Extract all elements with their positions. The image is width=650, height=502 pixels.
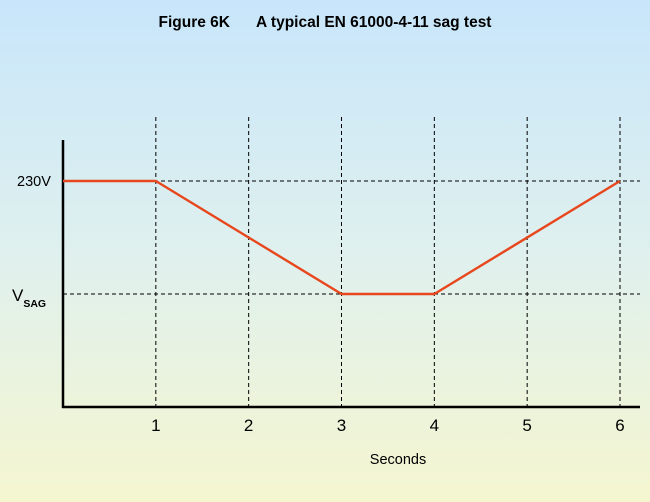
x-tick-label-1: 1 xyxy=(151,416,160,435)
x-tick-label-6: 6 xyxy=(615,416,624,435)
vsag-subscript: SAG xyxy=(23,298,46,310)
series-layer xyxy=(62,179,621,296)
y-level-label-230v: 230V xyxy=(17,174,51,190)
x-axis-label: Seconds xyxy=(370,452,426,468)
figure-label: Figure 6K xyxy=(158,14,230,31)
x-tick-label-2: 2 xyxy=(244,416,253,435)
figure-caption: A typical EN 61000-4-11 sag test xyxy=(255,14,492,31)
tick-labels: 230V VSAG 1 2 3 4 5 6 xyxy=(12,174,625,435)
x-tick-label-3: 3 xyxy=(337,416,346,435)
axes xyxy=(61,140,640,409)
x-tick-label-4: 4 xyxy=(430,416,439,435)
figure-title: Figure 6K A typical EN 61000-4-11 sag tes… xyxy=(0,14,650,32)
grid-lines xyxy=(63,117,640,407)
vsag-main: V xyxy=(12,286,24,305)
y-level-label-vsag: VSAG xyxy=(12,286,46,310)
x-tick-label-5: 5 xyxy=(522,416,531,435)
